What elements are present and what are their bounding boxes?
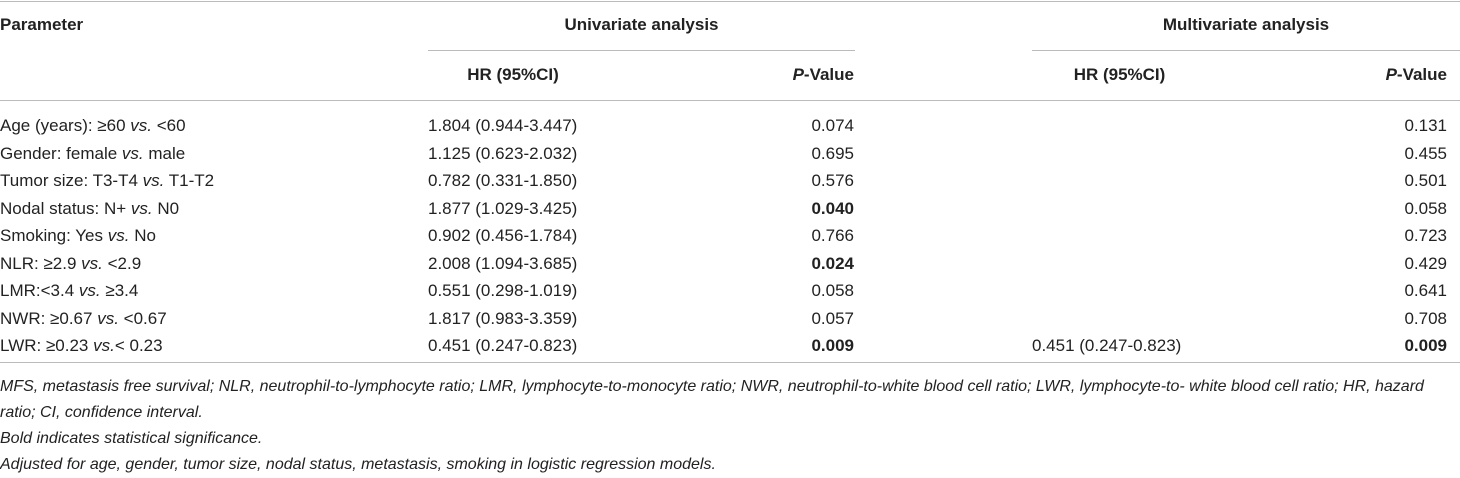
uni-hr-cell: 1.817 (0.983-3.359) (428, 308, 578, 328)
header-hr: HR (95%CI) (467, 65, 559, 84)
uni-hr-cell: 1.804 (0.944-3.447) (428, 116, 578, 135)
parameter-part: vs. (130, 116, 153, 135)
parameter-part: Age (years): ≥60 (0, 116, 131, 135)
header-multivariate: Multivariate analysis (1162, 15, 1330, 34)
multi-p-cell: 0.708 (1404, 308, 1447, 328)
parameter-part: vs. (81, 253, 103, 273)
parameter-part: Gender: female (0, 143, 122, 163)
uni-p-cell: 0.009 (811, 336, 854, 355)
header-hr: HR (95%CI) (1073, 65, 1166, 84)
footnote: MFS, metastasis free survival; NLR, neut… (0, 378, 1424, 421)
uni-p-cell: 0.074 (811, 116, 854, 135)
header-p-italic: P (1385, 65, 1397, 84)
parameter-part: vs. (130, 198, 153, 218)
parameter-cell: LMR:<3.4 vs. ≥3.4 (0, 281, 138, 301)
top-rule (0, 1, 1460, 2)
uni-hr-cell: 1.877 (1.029-3.425) (428, 198, 578, 218)
header-p: P-Value (1290, 65, 1447, 85)
parameter-cell: NLR: ≥2.9 vs. <2.9 (0, 254, 141, 274)
parameter-part: vs. (97, 308, 119, 328)
parameter-part: <60 (152, 116, 186, 135)
parameter-part: N0 (152, 198, 180, 218)
multi-p-cell: 0.429 (1404, 253, 1447, 273)
uni-p-cell: 0.024 (811, 253, 854, 273)
header-p-italic: P (792, 65, 804, 84)
multi-p-cell: 0.058 (1404, 198, 1447, 218)
uni-p-cell: 0.058 (811, 281, 854, 300)
bottom-rule (0, 362, 1460, 363)
uni-hr-cell: 0.451 (0.247-0.823) (428, 336, 578, 355)
parameter-cell: Tumor size: T3-T4 vs. T1-T2 (0, 171, 214, 191)
parameter-part: vs. (107, 226, 130, 245)
multi-p-cell: 0.131 (1404, 116, 1447, 135)
parameter-part: < 0.23 (114, 336, 163, 355)
uni-hr-cell: 1.125 (0.623-2.032) (428, 143, 578, 163)
parameter-part: Smoking: Yes (0, 226, 108, 245)
header-parameter: Parameter (0, 15, 84, 34)
group-rule (428, 50, 855, 51)
parameter-cell: Gender: female vs. male (0, 144, 185, 164)
parameter-cell: LWR: ≥0.23 vs.< 0.23 (0, 336, 163, 356)
parameter-part: vs. (142, 171, 165, 190)
parameter-part: T1-T2 (164, 171, 215, 190)
multi-p-cell: 0.009 (1404, 336, 1447, 355)
parameter-part: Nodal status: N+ (0, 198, 131, 218)
multi-hr-cell: 0.451 (0.247-0.823) (1032, 336, 1182, 355)
uni-hr-cell: 0.782 (0.331-1.850) (428, 171, 578, 190)
multi-p-cell: 0.455 (1404, 143, 1447, 163)
uni-p-cell: 0.695 (811, 143, 854, 163)
parameter-part: Tumor size: T3-T4 (0, 171, 143, 190)
parameter-cell: Nodal status: N+ vs. N0 (0, 199, 179, 219)
group-rule (1032, 50, 1460, 51)
uni-p-cell: 0.576 (811, 171, 854, 190)
uni-hr-cell: 2.008 (1.094-3.685) (428, 253, 578, 273)
parameter-part: male (143, 143, 186, 163)
parameter-part: NWR: ≥0.67 (0, 308, 98, 328)
parameter-part: LWR: ≥0.23 (0, 336, 94, 355)
parameter-part: ≥3.4 (100, 281, 139, 300)
multi-p-cell: 0.723 (1404, 226, 1447, 245)
header-p: P-Value (700, 65, 854, 85)
parameter-part: vs. (121, 143, 144, 163)
footnote: Bold indicates statistical significance. (0, 430, 263, 447)
footnote: Adjusted for age, gender, tumor size, no… (0, 456, 716, 473)
parameter-part: NLR: ≥2.9 (0, 253, 82, 273)
multi-p-cell: 0.641 (1404, 281, 1447, 300)
multi-p-cell: 0.501 (1404, 171, 1447, 190)
uni-p-cell: 0.766 (811, 226, 854, 245)
uni-hr-cell: 0.551 (0.298-1.019) (428, 281, 578, 300)
parameter-cell: Smoking: Yes vs. No (0, 226, 156, 246)
header-p-rest: -Value (803, 65, 854, 84)
parameter-part: <0.67 (118, 308, 167, 328)
uni-p-cell: 0.057 (811, 308, 854, 328)
parameter-part: <2.9 (102, 253, 142, 273)
header-rule (0, 100, 1460, 101)
parameter-part: LMR:<3.4 (0, 281, 79, 300)
parameter-cell: Age (years): ≥60 vs. <60 (0, 116, 186, 136)
parameter-part: vs. (93, 336, 115, 355)
parameter-part: No (129, 226, 156, 245)
uni-hr-cell: 0.902 (0.456-1.784) (428, 226, 578, 245)
uni-p-cell: 0.040 (811, 198, 854, 218)
header-univariate: Univariate analysis (564, 15, 719, 34)
header-p-rest: -Value (1396, 65, 1447, 84)
parameter-cell: NWR: ≥0.67 vs. <0.67 (0, 309, 167, 329)
parameter-part: vs. (78, 281, 101, 300)
